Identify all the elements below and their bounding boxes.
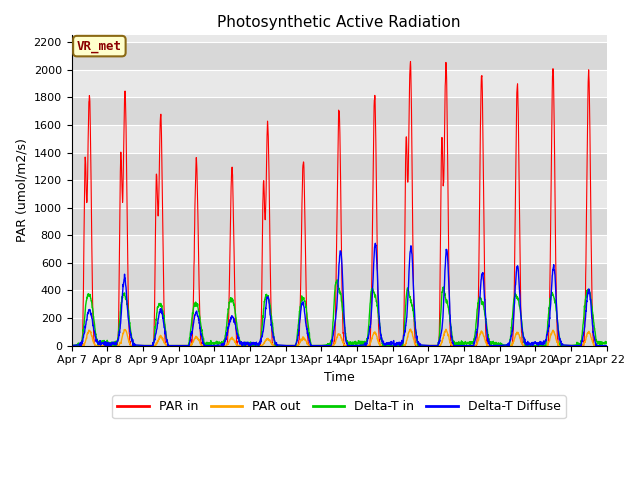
Bar: [72, 97, 607, 125]
Delta-T in: [603, 340, 611, 346]
Line: PAR in: PAR in: [72, 61, 607, 346]
Delta-T Diffuse: [68, 343, 76, 348]
Delta-T in: [570, 342, 578, 348]
X-axis label: Time: Time: [324, 371, 355, 384]
Bar: [72, 318, 607, 346]
Bar: [72, 180, 607, 208]
Delta-T in: [366, 301, 374, 307]
Delta-T Diffuse: [355, 343, 362, 348]
PAR in: [68, 343, 76, 348]
Title: Photosynthetic Active Radiation: Photosynthetic Active Radiation: [217, 15, 461, 30]
Delta-T in: [355, 338, 362, 344]
Delta-T Diffuse: [556, 336, 563, 342]
Bar: [72, 263, 607, 290]
PAR out: [556, 343, 563, 348]
Line: Delta-T Diffuse: Delta-T Diffuse: [72, 243, 607, 346]
Bar: [72, 208, 607, 235]
Delta-T Diffuse: [603, 343, 611, 348]
Y-axis label: PAR (umol/m2/s): PAR (umol/m2/s): [15, 139, 28, 242]
PAR in: [603, 343, 611, 348]
Delta-T Diffuse: [495, 343, 502, 348]
PAR in: [495, 343, 502, 348]
PAR in: [217, 343, 225, 348]
PAR out: [217, 343, 225, 348]
Bar: [72, 290, 607, 318]
Line: Delta-T in: Delta-T in: [72, 280, 607, 346]
Delta-T in: [217, 340, 225, 346]
Bar: [72, 235, 607, 263]
Text: VR_met: VR_met: [77, 40, 122, 53]
PAR out: [495, 343, 502, 348]
PAR in: [355, 343, 362, 348]
PAR in: [366, 343, 374, 348]
Bar: [72, 42, 607, 70]
Delta-T Diffuse: [217, 342, 225, 348]
Legend: PAR in, PAR out, Delta-T in, Delta-T Diffuse: PAR in, PAR out, Delta-T in, Delta-T Dif…: [113, 396, 566, 418]
Delta-T Diffuse: [366, 324, 374, 330]
PAR out: [603, 343, 611, 348]
Delta-T Diffuse: [570, 343, 578, 348]
Delta-T in: [68, 343, 76, 348]
PAR out: [355, 343, 362, 348]
PAR in: [556, 343, 563, 348]
Line: PAR out: PAR out: [72, 329, 607, 346]
Bar: [72, 153, 607, 180]
Delta-T in: [333, 277, 341, 283]
Delta-T in: [556, 334, 563, 340]
PAR out: [68, 343, 76, 348]
Bar: [72, 70, 607, 97]
Bar: [72, 125, 607, 153]
PAR out: [366, 342, 374, 348]
PAR out: [570, 343, 578, 348]
PAR in: [570, 343, 578, 348]
Delta-T in: [495, 340, 502, 346]
Delta-T Diffuse: [371, 240, 379, 246]
PAR out: [406, 326, 414, 332]
PAR in: [406, 59, 414, 64]
